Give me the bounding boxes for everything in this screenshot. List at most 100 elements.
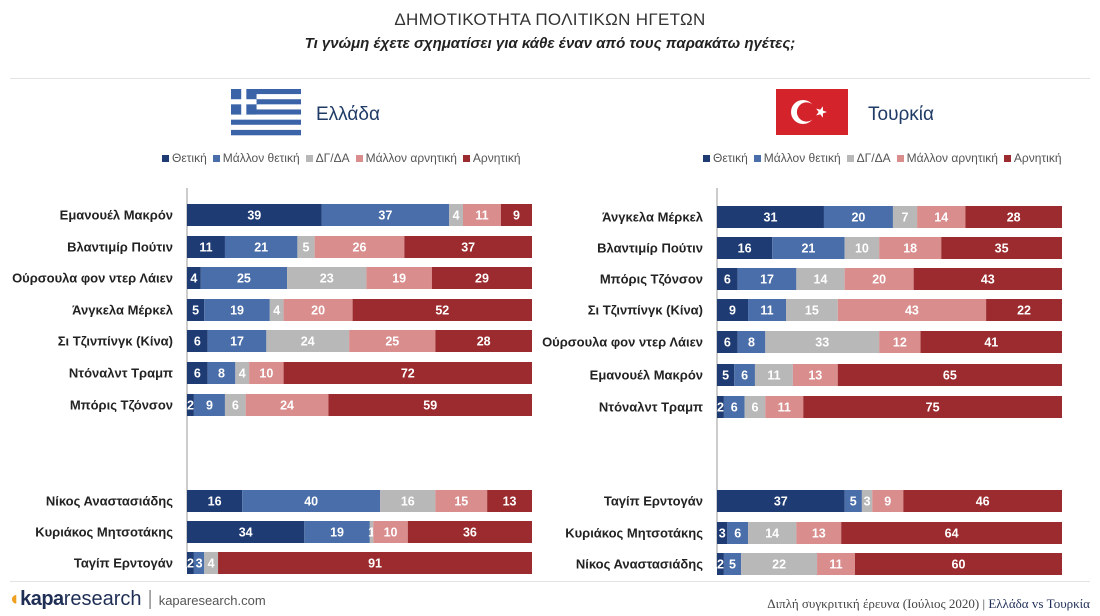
data-label: 8 [218, 367, 225, 381]
data-label: 24 [301, 335, 315, 349]
bar-segment [187, 330, 208, 352]
bar-segment [373, 521, 408, 543]
bar-segment [837, 299, 987, 321]
data-label: 3 [864, 495, 871, 509]
data-label: 3 [196, 557, 203, 571]
data-label: 5 [192, 304, 199, 318]
legend-item-0: Θετική [703, 151, 748, 165]
bottom-divider [10, 581, 1090, 582]
data-label: 2 [717, 401, 724, 415]
data-label: 52 [435, 304, 449, 318]
data-label: 20 [872, 273, 886, 287]
data-label: 29 [475, 272, 489, 286]
legend-item-1: Μάλλον θετική [212, 151, 300, 165]
turkey-flag-icon [776, 89, 848, 135]
bar-segment [224, 236, 298, 258]
data-label: 14 [934, 211, 948, 225]
data-label: 7 [902, 211, 909, 225]
bar-segment [823, 206, 893, 228]
data-label: 39 [247, 209, 261, 223]
category-label: Νίκος Αναστασιάδης [576, 557, 703, 572]
bar-segment [772, 237, 845, 259]
data-label: 6 [741, 369, 748, 383]
bar-segment [727, 522, 749, 544]
bar-segment [500, 204, 532, 226]
bar-segment [435, 490, 488, 512]
legend-item-4: Αρνητική [1003, 151, 1062, 165]
legend-label: Θετική [172, 151, 207, 165]
data-label: 14 [814, 273, 828, 287]
data-label: 5 [722, 369, 729, 383]
bar-segment [879, 331, 921, 353]
data-label: 6 [724, 273, 731, 287]
bar-segment [903, 490, 1062, 512]
bar-segment [748, 299, 786, 321]
data-label: 10 [259, 367, 273, 381]
bar-segment [841, 522, 1062, 544]
bar-segment [321, 204, 450, 226]
data-label: 6 [232, 399, 239, 413]
bar-segment [741, 553, 818, 575]
category-label: Μπόρις Τζόνσον [600, 272, 703, 287]
bar-segment [187, 362, 208, 384]
bar-segment [920, 331, 1062, 353]
data-label: 28 [1007, 211, 1021, 225]
bar-segment [754, 364, 793, 386]
data-label: 16 [738, 242, 752, 256]
bar-segment [224, 394, 246, 416]
bar-segment [717, 331, 738, 353]
data-label: 4 [239, 367, 246, 381]
category-label: Βλαντιμίρ Πούτιν [597, 241, 703, 256]
bar-segment [187, 490, 243, 512]
data-label: 15 [805, 304, 819, 318]
chart-subtitle: Τι γνώμη έχετε σχηματίσει για κάθε έναν … [304, 35, 796, 52]
bar-segment [193, 552, 205, 574]
footer-note: Διπλή συγκριτική έρευνα (Ιούλιος 2020) |… [767, 596, 1090, 612]
data-label: 10 [384, 526, 398, 540]
legend-label: ΔΓ/ΔΑ [856, 151, 891, 165]
bar-segment [717, 299, 749, 321]
bar-segment [844, 237, 880, 259]
bar-segment [207, 362, 236, 384]
legend-label: Θετική [713, 151, 748, 165]
category-label: Ταγίπ Ερντογάν [74, 556, 173, 571]
top-divider [10, 78, 1090, 79]
bar-segment [407, 521, 532, 543]
legend-swatch [162, 154, 169, 162]
data-label: 6 [751, 401, 758, 415]
bar-segment [369, 521, 374, 543]
legend-item-0: Θετική [162, 151, 207, 165]
data-label: 8 [748, 336, 755, 350]
bar-segment [245, 394, 329, 416]
data-label: 11 [778, 401, 791, 415]
legend-swatch [355, 154, 363, 162]
bar-segment [207, 330, 267, 352]
bar-segment [855, 553, 1062, 575]
footer-logo: ◖kaparesearch | kaparesearch.com [8, 588, 266, 611]
bar-segment [242, 490, 381, 512]
legend-label: Αρνητική [1013, 151, 1062, 165]
bar-segment [965, 206, 1062, 228]
bar-segment [872, 490, 904, 512]
category-label: Ούρσουλα φον ντερ Λάιεν [542, 335, 703, 350]
bar-segment [913, 268, 1062, 290]
data-label: 20 [851, 211, 865, 225]
data-label: 12 [893, 336, 907, 350]
data-label: 22 [1017, 304, 1031, 318]
bar-segment [328, 394, 532, 416]
data-label: 21 [254, 241, 268, 255]
data-label: 59 [423, 399, 437, 413]
data-label: 65 [943, 369, 957, 383]
data-label: 31 [764, 211, 778, 225]
data-label: 21 [801, 242, 815, 256]
bar-segment [796, 268, 845, 290]
bar-segment [187, 267, 201, 289]
bar-segment [844, 490, 862, 512]
data-label: 19 [392, 272, 406, 286]
data-label: 36 [463, 526, 477, 540]
category-label: Σι Τζινπίνγκ (Κίνα) [58, 334, 173, 349]
footer-note-text: Διπλή συγκριτική έρευνα (Ιούλιος 2020) | [767, 596, 986, 611]
legend-label: Αρνητική [472, 151, 521, 165]
bar-segment [723, 396, 745, 418]
data-label: 17 [760, 273, 774, 287]
